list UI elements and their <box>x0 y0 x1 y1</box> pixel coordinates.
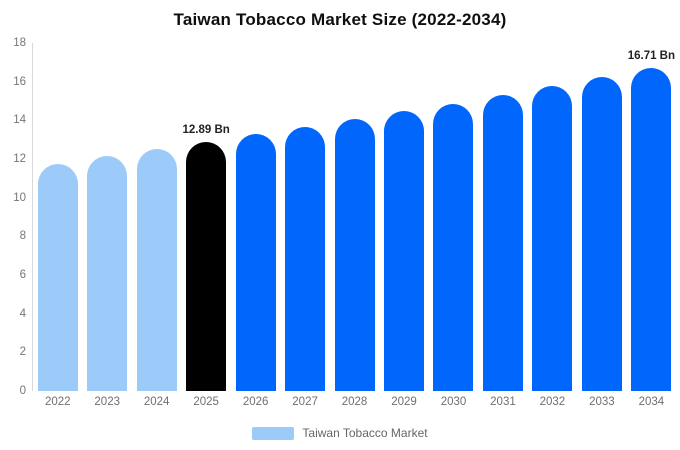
bar-slot-2027: 2027 <box>280 43 329 408</box>
x-tick-label-2034: 2034 <box>638 396 665 408</box>
x-tick-label-2023: 2023 <box>94 396 120 408</box>
bar-2033[interactable] <box>581 77 622 391</box>
bar-2032[interactable] <box>532 85 573 391</box>
y-tick-label: 8 <box>19 230 26 243</box>
value-label-2034: 16.71 Bn <box>627 49 676 62</box>
x-tick-label-2029: 2029 <box>391 396 417 408</box>
y-tick-label: 18 <box>13 37 26 49</box>
x-tick-label-2027: 2027 <box>292 396 318 408</box>
y-tick-label: 10 <box>13 191 26 204</box>
bar-slot-2032: 2032 <box>528 43 577 408</box>
legend-swatch <box>252 426 295 440</box>
bar-slot-2022: 2022 <box>33 43 82 408</box>
value-label-2025: 12.89 Bn <box>182 123 230 136</box>
bar-2022[interactable] <box>37 163 78 391</box>
bar-2034[interactable] <box>631 67 672 391</box>
x-tick-label-2025: 2025 <box>193 396 219 408</box>
y-tick-label: 4 <box>19 307 26 320</box>
bar-2031[interactable] <box>482 94 523 391</box>
legend-item-taiwan-tobacco-market[interactable]: Taiwan Tobacco Market <box>252 426 428 440</box>
bar-slot-2031: 2031 <box>478 43 527 408</box>
bar-2024[interactable] <box>136 148 177 391</box>
bar-slot-2024: 2024 <box>132 43 181 408</box>
y-tick-label: 12 <box>13 153 26 165</box>
bar-2027[interactable] <box>285 126 326 391</box>
x-tick-label-2032: 2032 <box>539 396 566 408</box>
bar-2030[interactable] <box>433 103 474 391</box>
x-tick-label-2022: 2022 <box>44 396 71 408</box>
y-axis-line <box>32 43 33 391</box>
legend: Taiwan Tobacco Market <box>0 426 680 440</box>
y-tick-label: 14 <box>13 114 26 127</box>
y-tick-label: 0 <box>19 385 26 397</box>
bar-slot-2033: 2033 <box>577 43 626 408</box>
x-tick-label-2033: 2033 <box>589 396 615 408</box>
y-tick-label: 16 <box>13 75 26 88</box>
plot-area: 2022 2023 2024 12.89 Bn 2025 2026 2027 2028 2029… <box>33 43 676 408</box>
x-tick-label-2026: 2026 <box>242 396 269 408</box>
bar-slot-2029: 2029 <box>379 43 428 408</box>
y-tick-label: 2 <box>19 346 26 359</box>
x-tick-label-2030: 2030 <box>440 396 467 408</box>
chart-title: Taiwan Tobacco Market Size (2022-2034) <box>173 10 507 29</box>
bar-slot-2025: 12.89 Bn 2025 <box>181 43 230 408</box>
bar-2026[interactable] <box>235 134 276 391</box>
bar-2023[interactable] <box>87 156 128 391</box>
bar-2028[interactable] <box>334 118 375 391</box>
bar-slot-2023: 2023 <box>82 43 131 408</box>
bar-slot-2026: 2026 <box>231 43 280 408</box>
bar-slot-2028: 2028 <box>330 43 379 408</box>
bar-slot-2034: 16.71 Bn 2034 <box>627 43 676 408</box>
bar-2029[interactable] <box>384 111 425 391</box>
legend-label: Taiwan Tobacco Market <box>302 426 428 440</box>
x-tick-label-2028: 2028 <box>341 396 368 408</box>
y-axis: 0 2 4 6 8 10 12 14 16 18 <box>0 37 26 397</box>
x-tick-label-2031: 2031 <box>490 396 516 408</box>
bar-slot-2030: 2030 <box>429 43 478 408</box>
x-tick-label-2024: 2024 <box>143 396 170 408</box>
bar-2025[interactable] <box>186 141 227 391</box>
y-tick-label: 6 <box>19 269 26 281</box>
